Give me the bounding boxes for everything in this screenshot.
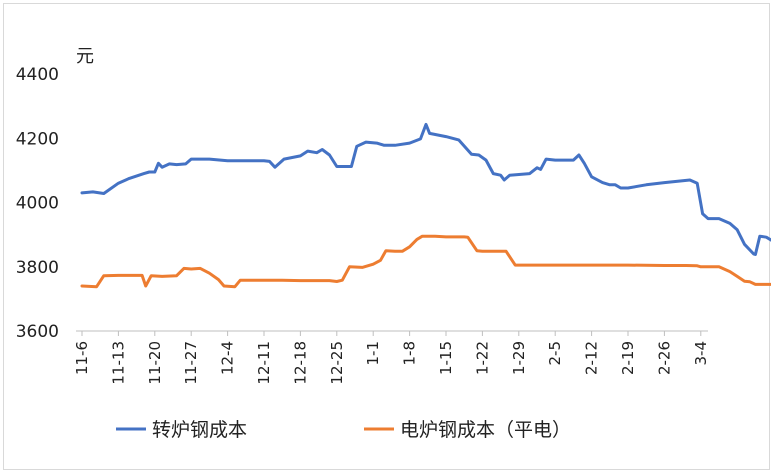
y-unit-label: 元 [76, 46, 94, 67]
x-tick-label: 12-25 [328, 341, 346, 385]
series-line-electric [80, 234, 771, 289]
x-tick-label: 12-11 [255, 341, 273, 385]
x-tick-label: 1-8 [401, 341, 419, 366]
x-tick-label: 11-27 [182, 341, 200, 385]
x-tick-label: 3-4 [692, 341, 710, 366]
y-tick-label: 3800 [16, 258, 59, 278]
legend-item-converter: 转炉钢成本 [116, 419, 247, 441]
legend-item-electric: 电炉钢成本（平电） [364, 419, 571, 441]
x-tick-label: 2-26 [655, 341, 673, 375]
x-tick-label: 1-1 [364, 341, 382, 366]
x-tick-label: 12-4 [219, 341, 237, 375]
x-tick-label: 11-6 [73, 341, 91, 375]
y-tick-label: 4400 [16, 65, 59, 85]
y-tick-label: 3600 [16, 322, 59, 342]
y-axis: 3600 3800 4000 4200 4400 [16, 65, 59, 342]
legend: 转炉钢成本 电炉钢成本（平电） [116, 419, 571, 441]
x-tick-label: 1-15 [437, 341, 455, 375]
legend-label-electric: 电炉钢成本（平电） [400, 419, 571, 441]
series-line-converter [80, 122, 771, 256]
x-tick-label: 2-19 [619, 341, 637, 375]
y-tick-label: 4000 [16, 194, 59, 214]
y-tick-label: 4200 [16, 129, 59, 149]
legend-label-converter: 转炉钢成本 [152, 419, 247, 441]
x-tick-label: 1-22 [473, 341, 491, 375]
x-tick-label: 11-13 [109, 341, 127, 385]
chart-frame: 元 3600 3800 4000 4200 4400 11-6 11-13 11-20 11-… [3, 3, 771, 470]
x-tick-label: 11-20 [146, 341, 164, 385]
x-axis: 11-6 11-13 11-20 11-27 12-4 12-11 12-18 12-25 1-… [73, 330, 710, 385]
x-tick-label: 2-12 [583, 341, 601, 375]
series-layer [80, 122, 771, 289]
x-tick-label: 1-29 [510, 341, 528, 375]
x-tick-label: 2-5 [546, 341, 564, 366]
x-tick-label: 12-18 [291, 341, 309, 385]
